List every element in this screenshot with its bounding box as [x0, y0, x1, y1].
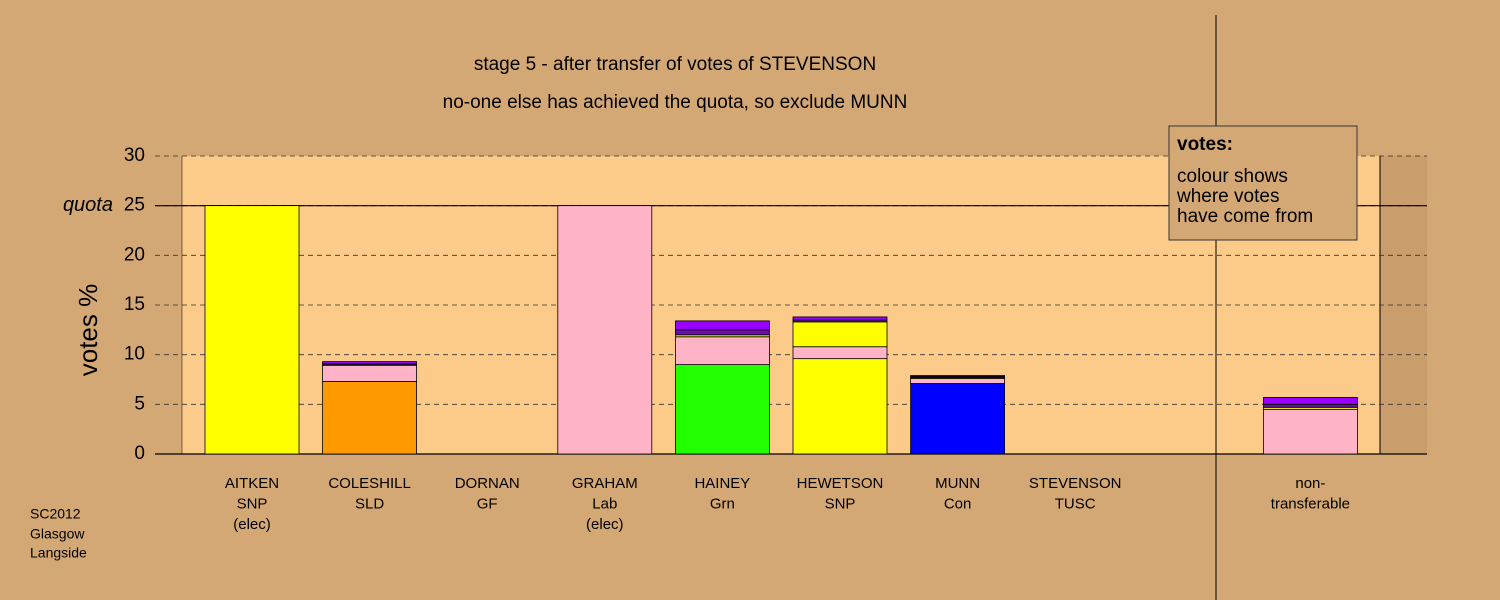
- bar-segment: [792, 321, 888, 348]
- y-tick-label: 0: [134, 443, 145, 464]
- bar-segment: [792, 358, 888, 455]
- note: Glasgow: [30, 526, 85, 542]
- x-tick-label: AITKEN: [225, 475, 279, 492]
- bar-segment: [910, 375, 1005, 377]
- bar-segment: [322, 361, 418, 365]
- chart-subtitle: no-one else has achieved the quota, so e…: [443, 92, 908, 113]
- bar-segment: [675, 364, 770, 455]
- legend-text: have come from: [1177, 206, 1313, 227]
- x-tick-label: GRAHAM: [572, 475, 638, 492]
- x-tick-label: transferable: [1271, 495, 1350, 512]
- legend-text: where votes: [1176, 186, 1279, 207]
- x-tick-label: Lab: [592, 495, 617, 512]
- plot: 0 5 10 15 20 25 30 quota AITKEN SNP (elec) COLESHIL…: [63, 145, 1427, 533]
- x-tick-label: SLD: [355, 495, 384, 512]
- y-tick-label: 15: [124, 294, 145, 315]
- bar-segment: [910, 378, 1005, 384]
- note: Langside: [30, 545, 87, 561]
- bar-segment: [322, 381, 418, 455]
- legend-title: votes:: [1177, 134, 1233, 155]
- y-tick-label: 30: [124, 145, 145, 166]
- x-tick-label: HEWETSON: [797, 475, 884, 492]
- y-axis-label: votes %: [73, 284, 103, 377]
- note: SC2012: [30, 506, 81, 522]
- y-tick-label: 10: [124, 344, 145, 365]
- x-tick-label: (elec): [233, 516, 271, 533]
- x-tick-label: COLESHILL: [328, 475, 411, 492]
- bar-segment: [557, 205, 653, 455]
- legend-text: colour shows: [1177, 166, 1288, 187]
- x-tick-label: Con: [944, 495, 972, 512]
- x-tick-label: Grn: [710, 495, 735, 512]
- bar-segment: [1263, 403, 1358, 408]
- bar-segment: [675, 336, 770, 365]
- quota-label: quota: [63, 194, 113, 216]
- x-tick-label: GF: [477, 495, 498, 512]
- x-tick-label: HAINEY: [694, 475, 750, 492]
- y-tick-label: 5: [134, 393, 145, 414]
- x-tick-label: MUNN: [935, 475, 980, 492]
- bar-segment: [1263, 396, 1358, 405]
- chart-title: stage 5 - after transfer of votes of STE…: [474, 54, 876, 75]
- bar-segment: [910, 383, 1005, 455]
- x-tick-label: TUSC: [1055, 495, 1096, 512]
- x-tick-label: SNP: [825, 495, 856, 512]
- x-tick-label: (elec): [586, 516, 624, 533]
- y-tick-label: 20: [124, 244, 145, 265]
- bar-segment: [792, 346, 888, 360]
- x-tick-label: SNP: [237, 495, 268, 512]
- bar-segment: [675, 329, 770, 336]
- x-tick-label: non-: [1295, 475, 1325, 492]
- bar-segment: [322, 365, 418, 382]
- x-tick-label: STEVENSON: [1029, 475, 1122, 492]
- legend-box: [1168, 125, 1358, 241]
- x-tick-label: DORNAN: [455, 475, 520, 492]
- bar-segment: [1263, 408, 1358, 455]
- bar-segment: [675, 320, 770, 331]
- y-tick-label: 25: [124, 195, 145, 216]
- bar-segment: [204, 205, 300, 455]
- bar-segment: [792, 316, 888, 321]
